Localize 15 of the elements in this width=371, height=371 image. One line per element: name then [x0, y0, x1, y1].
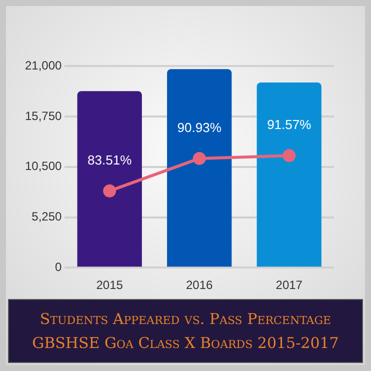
- data-label: 90.93%: [177, 120, 222, 136]
- x-tick-label: 2016: [186, 278, 214, 292]
- y-tick-label: 5,250: [32, 210, 62, 224]
- y-tick-label: 10,500: [25, 159, 62, 174]
- x-tick-label: 2015: [96, 278, 124, 292]
- text: Students Appeared vs. Pass Percentage GBSHSE Goa Class X Boards 2015-2017: [32, 309, 339, 354]
- y-tick-label: 21,000: [25, 58, 62, 73]
- bar: [167, 69, 232, 267]
- data-label: 91.57%: [267, 117, 312, 132]
- bar: [256, 82, 322, 267]
- bar: [77, 91, 142, 267]
- data-label: 83.51%: [88, 152, 132, 168]
- x-tick-label: 2017: [276, 278, 303, 292]
- y-tick-label: 15,750: [25, 108, 62, 123]
- y-tick-label: 0: [55, 260, 62, 274]
